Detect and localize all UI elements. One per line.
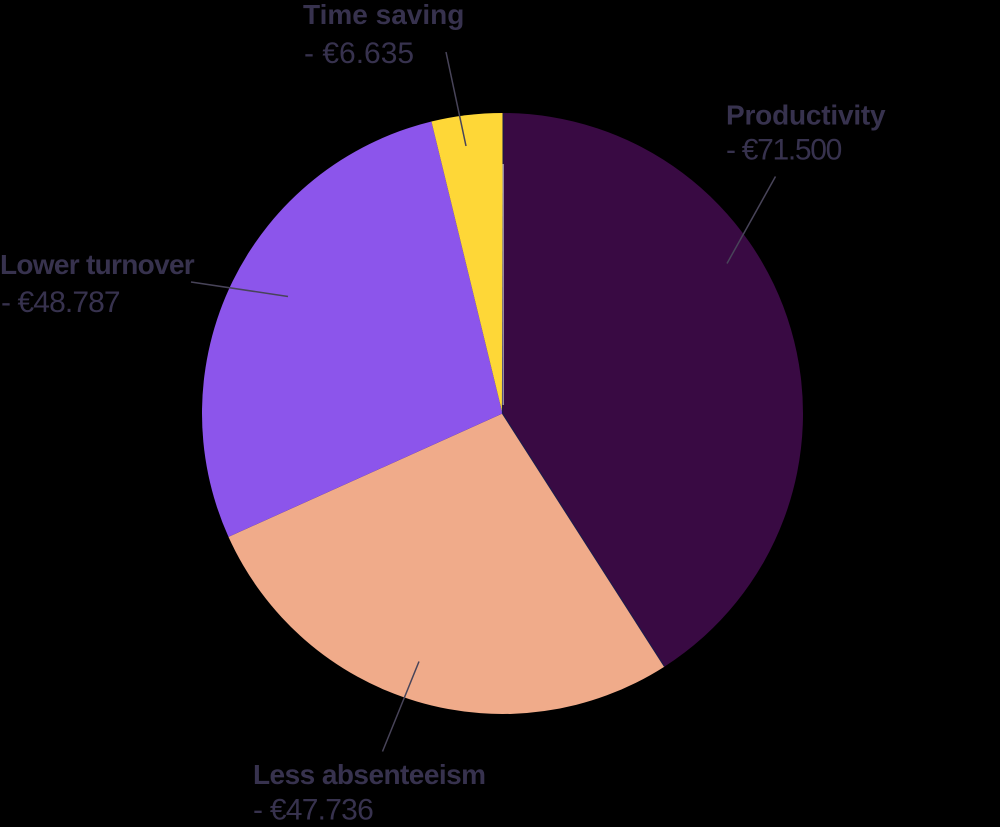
svg-text:- €6.635: - €6.635 [304, 37, 414, 70]
svg-text:Time saving: Time saving [303, 0, 464, 30]
svg-text:- €48.787: - €48.787 [1, 286, 120, 319]
svg-text:Lower turnover: Lower turnover [0, 249, 195, 280]
svg-text:- €47.736: - €47.736 [253, 794, 373, 827]
svg-text:- €71.500: - €71.500 [726, 134, 842, 167]
svg-text:Less absenteeism: Less absenteeism [253, 759, 485, 790]
svg-text:Productivity: Productivity [726, 100, 886, 131]
